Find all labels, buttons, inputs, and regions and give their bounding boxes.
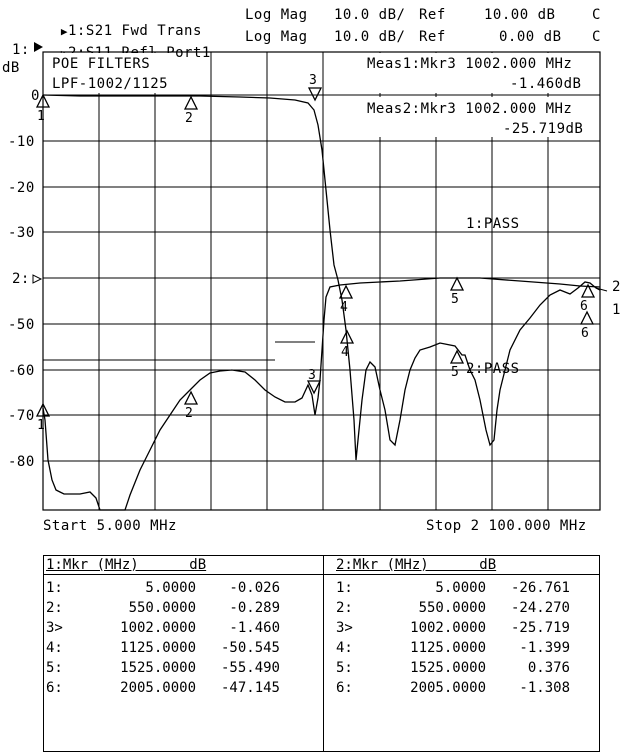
svg-text:3: 3 xyxy=(308,368,316,383)
marker-6-trace2 xyxy=(580,283,596,298)
marker-5-trace1 xyxy=(449,349,465,364)
table-row: 5: 1525.0000 -55.490 xyxy=(46,660,280,676)
ytick-0: 0 xyxy=(31,88,40,104)
svg-text:6: 6 xyxy=(580,299,588,314)
marker-4-trace2 xyxy=(338,284,354,299)
table-row: 2: 550.0000 -0.289 xyxy=(46,600,280,616)
trace2-scale[interactable]: 10.0 dB/ xyxy=(334,29,406,45)
table-row: 6: 2005.0000 -1.308 xyxy=(336,680,570,696)
trace1-markers xyxy=(35,87,595,364)
ytick-minus60: -60 xyxy=(8,363,35,379)
trace2-flag: C xyxy=(592,29,601,45)
marker-table: 1:Mkr (MHz) dB 1: 5.0000 -0.026 2: 550.0000… xyxy=(43,555,600,752)
svg-text:2: 2 xyxy=(185,406,193,421)
trace1-end-label: 1 xyxy=(612,302,621,318)
trace1-format[interactable]: Log Mag xyxy=(245,7,308,23)
trace1-label[interactable]: 1:S21 Fwd Trans xyxy=(67,23,202,39)
marker-table-trace2-header: 2:Mkr (MHz) dB xyxy=(324,556,600,575)
table-row: 6: 2005.0000 -47.145 xyxy=(46,680,280,696)
plot-title-line1: POE FILTERS xyxy=(52,56,151,72)
stop-frequency[interactable]: Stop 2 100.000 MHz xyxy=(426,518,587,534)
table-row: 4: 1125.0000 -50.545 xyxy=(46,640,280,656)
marker-2-trace1 xyxy=(183,95,199,110)
ytick-minus50: -50 xyxy=(8,317,35,333)
table-row: 2: 550.0000 -24.270 xyxy=(336,600,570,616)
ref1-arrow-icon xyxy=(34,42,43,52)
unit-label: dB xyxy=(2,60,20,76)
table-row: 1: 5.0000 -0.026 xyxy=(46,580,280,596)
trace1-ref-label: Ref xyxy=(419,7,446,23)
ref2-label: 2: xyxy=(12,271,30,287)
trace1-header: ▶1:S21 Fwd Trans xyxy=(43,7,202,40)
table-row: 4: 1125.0000 -1.399 xyxy=(336,640,570,656)
svg-text:6: 6 xyxy=(581,326,589,341)
marker-table-trace2: 2:Mkr (MHz) dB 1: 5.0000 -26.761 2: 550.000… xyxy=(324,556,600,751)
marker-4-trace1 xyxy=(339,329,355,344)
ytick-minus80: -80 xyxy=(8,454,35,470)
trace2-markers xyxy=(35,276,596,417)
trace2-ref-value[interactable]: 0.00 dB xyxy=(499,29,562,45)
svg-text:5: 5 xyxy=(451,292,459,307)
trace2-ref-label: Ref xyxy=(419,29,446,45)
trace2-format[interactable]: Log Mag xyxy=(245,29,308,45)
svg-text:5: 5 xyxy=(451,365,459,380)
ytick-minus10: -10 xyxy=(8,134,35,150)
svg-text:4: 4 xyxy=(340,300,348,315)
ytick-minus70: -70 xyxy=(8,408,35,424)
table-row: 5: 1525.0000 0.376 xyxy=(336,660,570,676)
marker-table-trace1-header: 1:Mkr (MHz) dB xyxy=(44,556,323,575)
marker-1-trace1 xyxy=(35,93,51,108)
limit-test-2-status: 2:PASS xyxy=(466,361,520,377)
ytick-minus20: -20 xyxy=(8,180,35,196)
marker-table-trace1: 1:Mkr (MHz) dB 1: 5.0000 -0.026 2: 550.0000… xyxy=(44,556,324,751)
svg-text:1: 1 xyxy=(37,418,45,433)
table-row: 3> 1002.0000 -1.460 xyxy=(46,620,280,636)
marker-3-trace1 xyxy=(307,87,323,102)
meas1-line1: Meas1:Mkr3 1002.000 MHz xyxy=(367,56,573,72)
table-row: 1: 5.0000 -26.761 xyxy=(336,580,570,596)
meas2-line1: Meas2:Mkr3 1002.000 MHz xyxy=(367,101,573,117)
trace2-end-label: 2 xyxy=(612,279,621,295)
marker-2-trace2 xyxy=(183,390,199,405)
ref1-label: 1: xyxy=(12,42,30,58)
svg-text:3: 3 xyxy=(309,73,317,88)
svg-text:2: 2 xyxy=(185,111,193,126)
chart-plot-area: 1 2 3 4 5 6 1 2 3 4 5 6 xyxy=(32,42,608,511)
marker-6-trace1 xyxy=(579,310,595,325)
start-frequency[interactable]: Start 5.000 MHz xyxy=(43,518,177,534)
meas1-line2: -1.460dB xyxy=(510,76,582,92)
trace1-scale[interactable]: 10.0 dB/ xyxy=(334,7,406,23)
svg-text:4: 4 xyxy=(341,345,349,360)
ref2-arrow-icon xyxy=(32,274,43,284)
plot-title-line2: LPF-1002/1125 xyxy=(52,76,169,92)
ytick-minus30: -30 xyxy=(8,225,35,241)
trace1-active-marker-icon: ▶ xyxy=(60,25,68,38)
horizontal-gridlines xyxy=(43,94,600,462)
limit-lines xyxy=(43,341,315,361)
trace-1-s21 xyxy=(42,94,601,461)
marker-1-trace2 xyxy=(35,402,51,417)
svg-text:1: 1 xyxy=(37,109,45,124)
trace1-flag: C xyxy=(592,7,601,23)
table-row: 3> 1002.0000 -25.719 xyxy=(336,620,570,636)
marker-5-trace2 xyxy=(449,276,465,291)
trace-2-s11 xyxy=(42,277,601,511)
meas2-line2: -25.719dB xyxy=(503,121,584,137)
limit-test-1-status: 1:PASS xyxy=(466,216,520,232)
marker-3-trace2 xyxy=(306,380,322,395)
trace1-ref-value[interactable]: 10.00 dB xyxy=(484,7,556,23)
